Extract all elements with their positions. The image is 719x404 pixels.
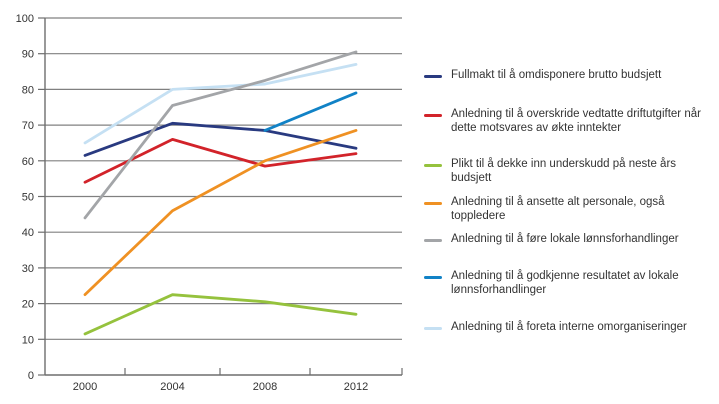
legend-swatch-icon xyxy=(424,276,442,279)
legend-swatch-icon xyxy=(424,327,442,330)
legend-label: Anledning til å ansette alt personale, o… xyxy=(451,196,665,222)
legend-item: Fullmakt til å omdisponere brutto budsje… xyxy=(424,69,661,83)
legend-item: Anledning til å ansette alt personale, o… xyxy=(424,196,707,223)
legend-label: Plikt til å dekke inn underskudd på nest… xyxy=(451,158,677,184)
legend-label: Anledning til å godkjenne resultatet av … xyxy=(451,270,679,296)
legend-label: Anledning til å foreta interne omorganis… xyxy=(451,321,687,333)
y-axis-tick-label: 50 xyxy=(22,192,34,204)
x-axis-tick-label: 2004 xyxy=(160,381,184,393)
series-line-2 xyxy=(83,293,358,336)
y-axis-tick-label: 40 xyxy=(22,227,34,239)
legend-item: Plikt til å dekke inn underskudd på nest… xyxy=(424,158,707,185)
legend-label: Anledning til å føre lokale lønnsforhand… xyxy=(451,233,679,245)
series-line-0 xyxy=(83,121,358,157)
x-axis-tick-label: 2000 xyxy=(73,381,97,393)
legend-label: Anledning til å overskride vedtatte drif… xyxy=(451,108,701,134)
legend-swatch-icon xyxy=(424,75,442,78)
series-line-6 xyxy=(83,63,358,145)
legend-swatch-icon xyxy=(424,164,442,167)
y-axis-tick-label: 10 xyxy=(22,334,34,346)
legend-item: Anledning til å føre lokale lønnsforhand… xyxy=(424,233,679,247)
legend-label: Fullmakt til å omdisponere brutto budsje… xyxy=(451,69,662,81)
legend-item: Anledning til å overskride vedtatte drif… xyxy=(424,108,707,135)
y-axis-tick-label: 30 xyxy=(22,263,34,275)
legend-item: Anledning til å foreta interne omorganis… xyxy=(424,321,687,335)
y-axis-tick-label: 20 xyxy=(22,299,34,311)
y-axis-tick-label: 80 xyxy=(22,84,34,96)
legend-swatch-icon xyxy=(424,114,442,117)
x-axis-tick-label: 2012 xyxy=(344,381,368,393)
y-axis-tick-label: 90 xyxy=(22,49,34,61)
series-line-4 xyxy=(83,50,358,220)
x-axis-tick-label: 2008 xyxy=(253,381,277,393)
series-line-5 xyxy=(263,91,358,132)
y-axis-tick-label: 70 xyxy=(22,120,34,132)
legend-swatch-icon xyxy=(424,239,442,242)
y-axis-tick-label: 0 xyxy=(28,370,34,382)
y-axis-tick-label: 60 xyxy=(22,156,34,168)
legend-swatch-icon xyxy=(424,202,442,205)
series-line-3 xyxy=(83,129,358,297)
chart-legend: Fullmakt til å omdisponere brutto budsje… xyxy=(424,0,716,404)
legend-item: Anledning til å godkjenne resultatet av … xyxy=(424,270,707,297)
y-axis-tick-label: 100 xyxy=(16,13,34,25)
